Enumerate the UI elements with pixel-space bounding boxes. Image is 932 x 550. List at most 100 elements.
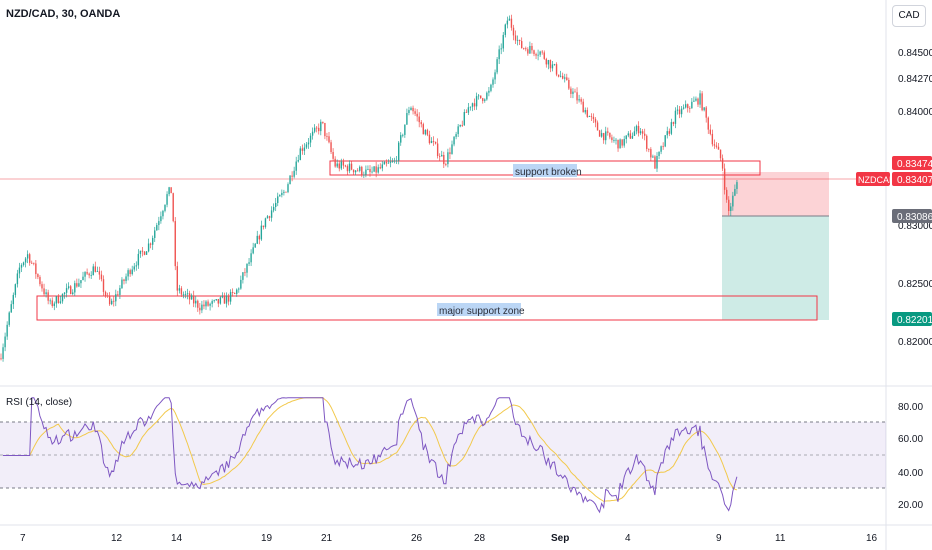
candle-body: [408, 110, 410, 114]
price-tick: 0.83000: [898, 221, 932, 232]
candle-body: [43, 288, 45, 295]
candle-body: [45, 292, 47, 295]
price-axis: 0.84500 0.84270 0.84000 0.83000 0.82500 …: [898, 48, 932, 348]
candle-body: [371, 171, 373, 173]
candle-body: [648, 148, 650, 150]
candle-body: [117, 294, 119, 296]
candle-body: [465, 112, 468, 113]
candle-body: [586, 110, 588, 117]
candle-body: [658, 151, 660, 156]
candle-body: [125, 276, 127, 281]
candle-body: [410, 107, 412, 111]
candle-body: [361, 166, 363, 175]
time-tick: 28: [474, 533, 486, 544]
candle-body: [633, 131, 636, 136]
candle-body: [543, 52, 545, 59]
candle-body: [385, 162, 388, 164]
candle-body: [539, 51, 541, 55]
candle-body: [26, 254, 29, 259]
candle-body: [96, 271, 99, 273]
candle-body: [67, 286, 70, 289]
candle-body: [363, 174, 365, 176]
candle-body: [143, 251, 146, 255]
rsi-indicator-title[interactable]: RSI (14, close): [6, 397, 73, 408]
candle-body: [180, 288, 183, 295]
candle-body: [584, 110, 586, 113]
candle-body: [113, 300, 115, 302]
candle-body: [553, 64, 556, 65]
candle-body: [627, 133, 629, 136]
candle-body: [498, 49, 500, 60]
candle-body: [484, 99, 486, 101]
candle-body: [623, 139, 625, 146]
candle-body: [254, 243, 256, 248]
candle-body: [713, 144, 716, 146]
candle-body: [82, 276, 84, 281]
current-price-badge-text: 0.83407: [897, 175, 932, 186]
candle-body: [621, 139, 623, 146]
candle-body: [160, 216, 162, 222]
candle-body: [480, 95, 482, 99]
candle-body: [525, 48, 527, 50]
candle-body: [53, 303, 55, 306]
candle-body: [350, 163, 353, 170]
candle-body: [402, 134, 404, 136]
candle-body: [611, 137, 613, 141]
candle-body: [432, 141, 435, 142]
rsi-line: [3, 397, 738, 514]
candle-body: [2, 347, 4, 359]
candle-body: [70, 286, 72, 294]
candle-body: [139, 250, 142, 254]
currency-button[interactable]: CAD: [892, 5, 926, 27]
candle-body: [463, 112, 465, 126]
candle-body: [383, 162, 386, 165]
candle-body: [152, 237, 154, 245]
candle-body: [123, 279, 125, 281]
candle-body: [418, 116, 420, 123]
symbol-title[interactable]: NZD/CAD, 30, OANDA: [6, 8, 121, 20]
candle-body: [277, 196, 279, 203]
candle-body: [387, 162, 390, 164]
candle-body: [420, 122, 422, 125]
candle-body: [576, 92, 578, 101]
candle-body: [682, 107, 685, 109]
candle-body: [707, 117, 709, 130]
candle-body: [20, 265, 23, 268]
candle-body: [664, 135, 666, 147]
candle-body: [119, 288, 121, 295]
candle-body: [670, 122, 673, 134]
candle-body: [728, 199, 730, 211]
candle-body: [326, 136, 328, 137]
candle-body: [311, 131, 314, 136]
candle-body: [106, 295, 109, 297]
candle-body: [434, 141, 437, 144]
price-tick: 0.82500: [898, 279, 932, 290]
candle-body: [332, 151, 334, 159]
candle-body: [236, 289, 238, 294]
candle-body: [609, 132, 611, 138]
candle-body: [16, 273, 19, 285]
candle-body: [264, 218, 267, 228]
candle-body: [656, 155, 658, 169]
candle-body: [512, 27, 515, 36]
candle-body: [582, 101, 584, 113]
candle-body: [422, 124, 424, 135]
candle-body: [732, 195, 734, 207]
candle-body: [195, 300, 197, 304]
candle-body: [72, 292, 74, 294]
candle-body: [31, 262, 33, 264]
candle-body: [342, 161, 345, 166]
candle-body: [336, 163, 338, 167]
candle-body: [240, 279, 242, 289]
candle-body: [449, 152, 451, 154]
time-tick: 16: [866, 533, 878, 544]
candle-body: [705, 107, 707, 118]
candle-body: [467, 107, 470, 113]
major-support-zone[interactable]: [36, 295, 818, 321]
candle-body: [475, 96, 478, 107]
candle-body: [297, 160, 299, 162]
candle-body: [426, 129, 429, 135]
time-tick: 7: [20, 533, 26, 544]
candle-body: [305, 144, 308, 148]
candle-body: [258, 235, 260, 240]
